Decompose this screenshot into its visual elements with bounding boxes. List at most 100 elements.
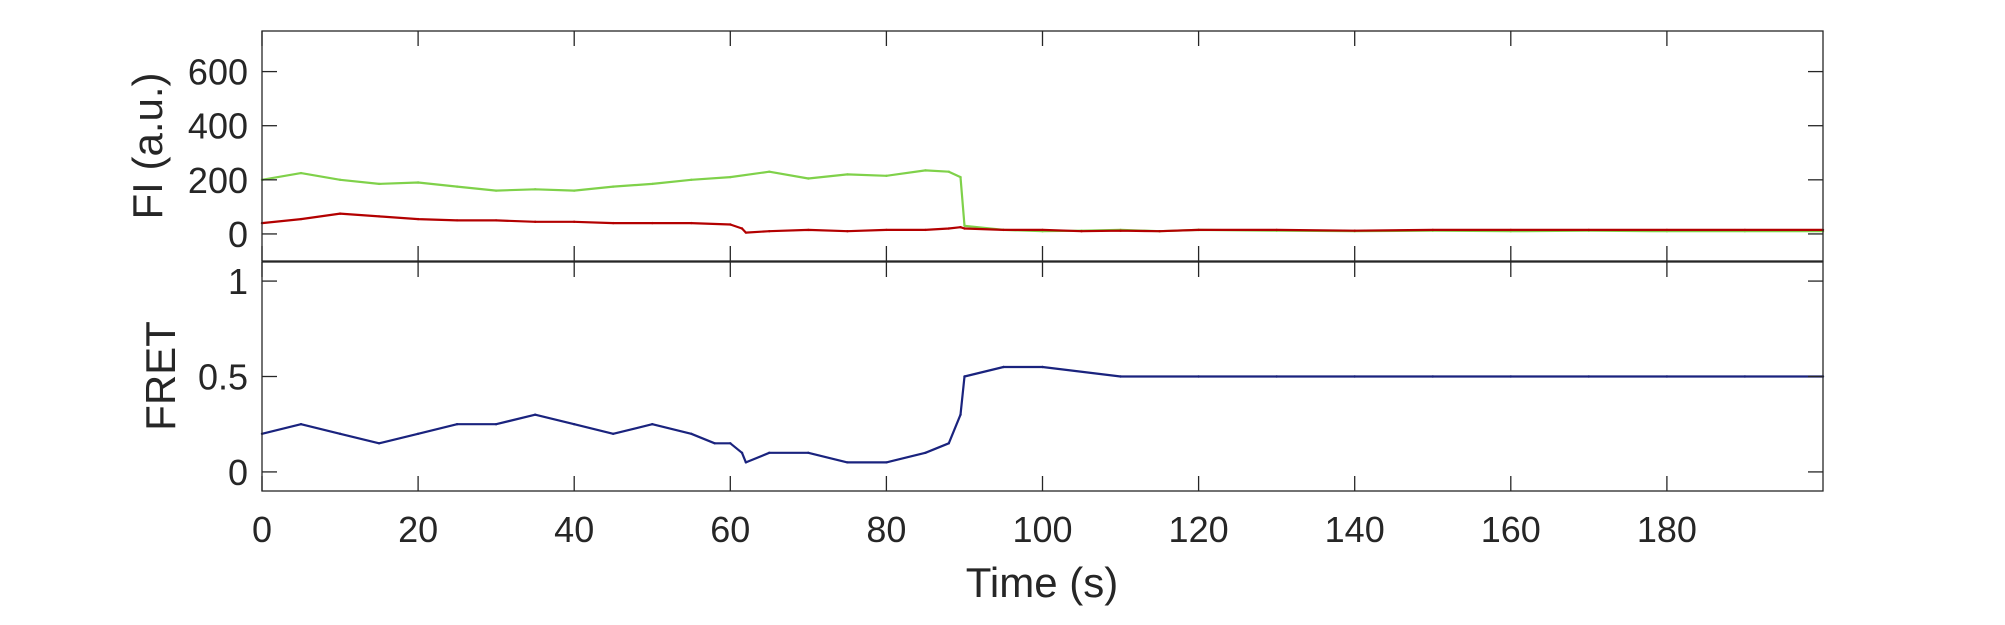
fluorescence-series-1-point: [1509, 228, 1513, 232]
fret-series-0-line: [261, 365, 1823, 464]
fret-series-0-point: [416, 432, 420, 435]
fret-series-0-point: [1041, 365, 1044, 369]
time-x-tick-label: 20: [398, 509, 438, 550]
fret-series-0-point: [1119, 375, 1122, 378]
fluorescence-y-ticks: 0 200 400 600: [188, 52, 1823, 255]
fret-y-tick-label: 1: [228, 261, 248, 302]
fret-series-0-point: [1275, 375, 1278, 378]
fluorescence-series-1-point: [534, 220, 537, 223]
fluorescence-series-1-point: [744, 231, 748, 234]
time-x-tick-label: 140: [1325, 509, 1385, 550]
fluorescence-series-1-point: [1275, 228, 1278, 232]
fret-series-0-point: [299, 423, 303, 426]
fluorescence-series-1-point: [924, 228, 927, 232]
fluorescence-y-tick-label: 600: [188, 52, 248, 93]
fret-series-0-point: [740, 451, 744, 454]
fluorescence-series-1-point: [612, 221, 615, 225]
fluorescence-series-0-point: [573, 189, 576, 192]
time-x-tick-label: 0: [252, 509, 272, 550]
fluorescence-series-1-point: [963, 227, 966, 230]
fret-series-0-point: [1743, 375, 1747, 378]
fluorescence-series-0-point: [768, 170, 771, 173]
fret-series-0-point: [744, 461, 748, 464]
fret-traces: [260, 365, 1825, 464]
fret-series-0-point: [1665, 375, 1669, 378]
fluorescence-series-0-point: [612, 185, 615, 188]
fret-series-0-point: [713, 442, 716, 445]
fret-series-0-point: [1509, 375, 1513, 378]
fret-series-0-point: [959, 413, 962, 416]
fluorescence-series-1-point: [416, 217, 420, 221]
fluorescence-series-0-point: [377, 182, 381, 186]
fluorescence-series-1-point: [740, 227, 744, 230]
fluorescence-series-1-point: [885, 228, 888, 232]
fluorescence-series-0-point: [846, 173, 849, 176]
fret-series-0-point: [651, 423, 654, 426]
fluorescence-series-1-point: [1743, 228, 1747, 232]
fret-series-0-point: [573, 423, 576, 426]
fret-panel: 00.51 0 20 40 60 80 100 120 140 160 180 FRET Time…: [137, 31, 1825, 606]
time-x-axis-label: Time (s): [966, 559, 1118, 606]
fluorescence-series-1-point: [1119, 229, 1122, 232]
fret-series-0-point: [1002, 365, 1005, 369]
fluorescence-traces: [260, 169, 1825, 234]
fluorescence-series-0-point: [924, 169, 927, 172]
time-x-tick-label: 60: [710, 509, 750, 550]
fluorescence-series-0-point: [807, 177, 810, 180]
fluorescence-series-0-point: [651, 182, 654, 186]
fret-series-0-point: [1197, 375, 1200, 378]
time-x-tick-label: 80: [866, 509, 906, 550]
time-x-tick-label: 160: [1481, 509, 1541, 550]
fluorescence-y-axis-label: FI (a.u.): [124, 72, 171, 219]
fluorescence-series-0-point: [338, 178, 342, 181]
fret-series-0-point: [963, 375, 966, 378]
fret-series-0-point: [1353, 375, 1356, 378]
fluorescence-series-0-point: [947, 170, 950, 173]
fret-series-0-point: [846, 461, 849, 464]
fluorescence-series-1-point: [455, 219, 459, 222]
fluorescence-series-1-point: [1587, 228, 1591, 232]
fluorescence-series-1-point: [947, 227, 950, 230]
fluorescence-y-tick-label: 0: [228, 214, 248, 255]
fluorescence-series-1-point: [651, 221, 654, 225]
fret-series-0-point: [924, 451, 927, 454]
fret-series-0-point: [338, 432, 342, 435]
time-x-tick-label: 120: [1169, 509, 1229, 550]
fret-series-0-point: [729, 442, 732, 445]
fluorescence-series-1-point: [1080, 230, 1083, 233]
fret-series-0-point: [885, 461, 888, 464]
fluorescence-series-1-point: [729, 223, 732, 226]
fret-y-axis-label: FRET: [137, 321, 184, 431]
fluorescence-series-0-point: [963, 224, 966, 227]
fluorescence-series-0-point: [729, 175, 732, 179]
fret-y-tick-label: 0.5: [198, 357, 248, 398]
fret-y-tick-label: 0: [228, 452, 248, 493]
fret-series-0-point: [768, 451, 771, 454]
time-x-tick-label: 180: [1637, 509, 1697, 550]
fret-series-0-point: [1587, 375, 1591, 378]
fret-series-0-point: [947, 442, 950, 445]
fluorescence-series-0-point: [534, 188, 537, 191]
fluorescence-series-1-point: [338, 212, 342, 215]
fluorescence-panel: 0 200 400 600 FI (a.u.): [124, 30, 1825, 262]
fluorescence-series-1-point: [299, 217, 303, 221]
fret-series-0-point: [612, 432, 615, 435]
fluorescence-series-1-point: [1431, 228, 1435, 232]
fluorescence-series-1-point: [1197, 228, 1200, 232]
fluorescence-series-1-point: [494, 219, 498, 222]
time-x-ticks: 0 20 40 60 80 100 120 140 160 180: [252, 31, 1697, 550]
fret-series-0-point: [690, 432, 693, 435]
fluorescence-series-0-point: [455, 185, 459, 188]
fret-y-ticks: 00.51: [198, 261, 1823, 493]
fluorescence-y-tick-label: 200: [188, 160, 248, 201]
fluorescence-series-1-point: [959, 226, 962, 229]
fluorescence-series-0-point: [416, 181, 420, 184]
fluorescence-series-1-point: [1002, 228, 1005, 232]
fluorescence-series-0-point: [885, 174, 888, 177]
fluorescence-series-0-line: [261, 169, 1823, 233]
fluorescence-axes-box: [261, 30, 1824, 262]
fluorescence-series-1-point: [807, 228, 810, 232]
fluorescence-series-0-point: [959, 175, 962, 179]
time-x-tick-label: 40: [554, 509, 594, 550]
